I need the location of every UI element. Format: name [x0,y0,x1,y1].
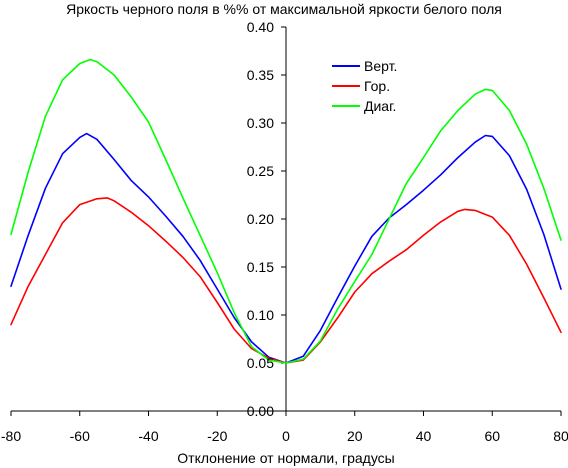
legend-label-1: Верт. [364,58,397,74]
chart-axes [10,26,562,416]
y-tick-label: 0.00 [247,403,274,419]
series-line-3 [10,58,562,364]
chart-title: Яркость черного поля в %% от максимально… [66,1,502,17]
chart-lines [10,58,562,364]
legend-label-2: Гор. [364,78,390,94]
x-tick-label: 0 [282,428,290,444]
x-tick-label: -20 [207,428,227,444]
y-tick-label: 0.15 [247,259,274,275]
y-tick-label: 0.25 [247,163,274,179]
x-tick-label: -40 [138,428,158,444]
y-tick-label: 0.20 [247,211,274,227]
x-tick-label: 20 [347,428,363,444]
legend-label-3: Диаг. [364,98,396,114]
y-tick-label: 0.05 [247,355,274,371]
x-tick-label: -80 [1,428,21,444]
x-tick-label: 80 [553,428,568,444]
x-tick-label: -60 [70,428,90,444]
x-tick-label: 60 [484,428,500,444]
y-tick-label: 0.35 [247,67,274,83]
y-tick-label: 0.40 [247,19,274,35]
chart-tick-labels: -80 -60 -40 -20 0 20 40 60 80 0.00 0.05 0.10 0.15 0.2… [1,19,568,444]
y-tick-label: 0.10 [247,307,274,323]
x-tick-label: 40 [416,428,432,444]
x-axis-label: Отклонение от нормали, градусы [177,450,394,466]
y-tick-label: 0.30 [247,115,274,131]
chart-legend: Верт. Гор. Диаг. [332,58,397,114]
